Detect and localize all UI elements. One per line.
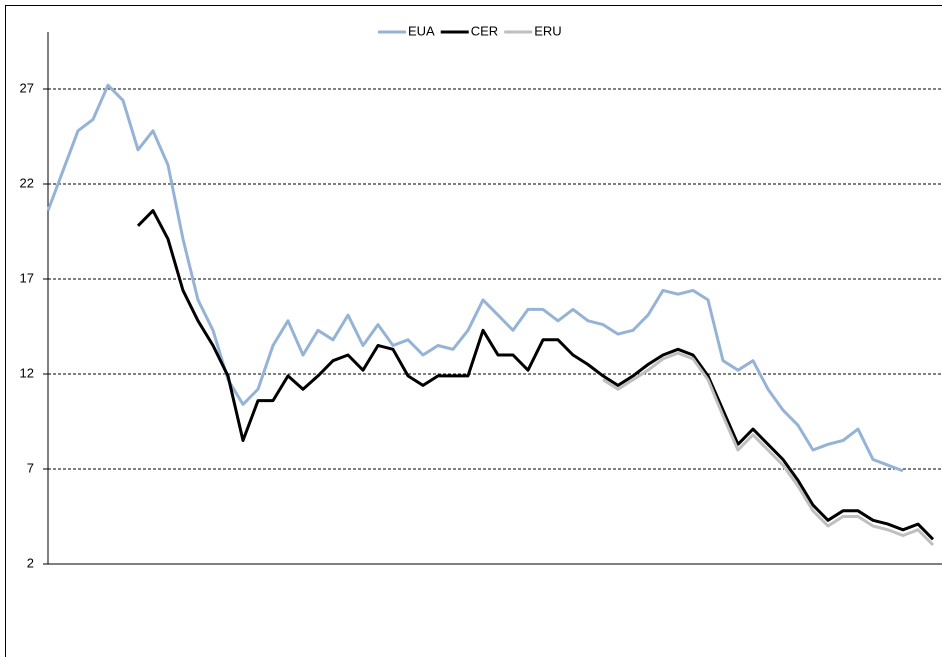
y-tick-label: 12 bbox=[20, 365, 34, 380]
y-tick-label: 7 bbox=[27, 460, 34, 475]
legend-label: CER bbox=[471, 23, 498, 38]
frame bbox=[5, 5, 942, 657]
y-tick-label: 27 bbox=[20, 80, 34, 95]
legend-label: ERU bbox=[534, 23, 561, 38]
y-tick-label: 2 bbox=[27, 555, 34, 570]
line-2 bbox=[602, 351, 935, 547]
y-tick-label: 22 bbox=[20, 175, 34, 190]
line-1 bbox=[136, 209, 935, 541]
y-tick-label: 17 bbox=[20, 270, 34, 285]
legend-label: EUA bbox=[408, 23, 435, 38]
